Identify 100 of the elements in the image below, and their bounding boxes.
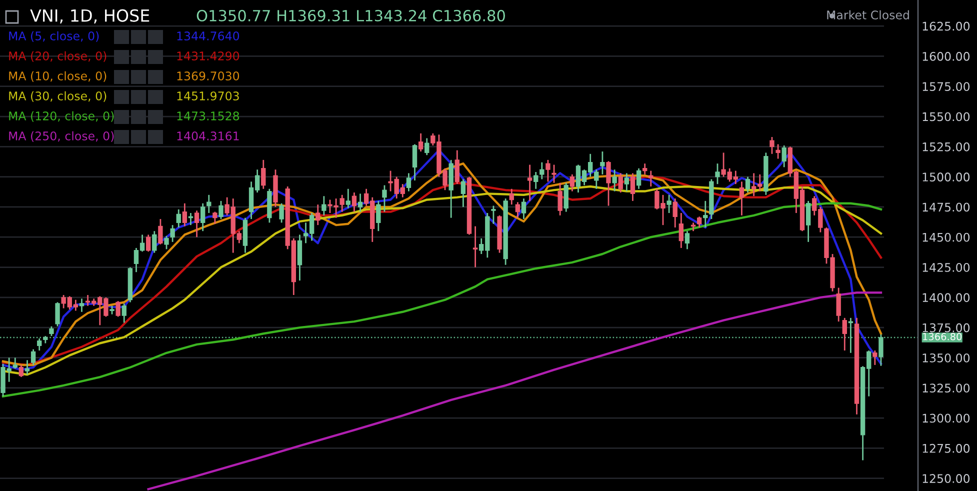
annotation: 1451.9703 [177, 91, 239, 100]
candlestick [672, 198, 678, 228]
candlestick [218, 200, 224, 220]
candlestick [848, 317, 854, 354]
y-tick-label: 1350.00 [922, 353, 970, 362]
candlestick [18, 364, 24, 378]
candlestick [346, 188, 350, 209]
text: MA (10, close, 0) [9, 71, 106, 82]
text: MA (20, close, 0) [9, 51, 106, 62]
candlestick [194, 210, 200, 238]
candlestick [678, 212, 684, 249]
candlestick [558, 182, 562, 216]
candlestick [684, 230, 690, 250]
y-tick-label: 1425.00 [922, 262, 970, 272]
candlestick [696, 216, 702, 228]
annotation: 1344.7640 [177, 31, 240, 40]
candlestick [460, 178, 466, 208]
y-tick-label: 1275.00 [922, 444, 970, 453]
candlestick [382, 184, 387, 212]
candlestick [745, 176, 750, 194]
candlestick [37, 338, 42, 352]
candlestick [534, 171, 538, 190]
candlestick [406, 172, 412, 192]
candlestick [648, 170, 654, 188]
y-tick-label: 1500.00 [922, 172, 970, 182]
candlestick [12, 357, 18, 370]
candlestick [630, 172, 636, 202]
candlestick [200, 202, 206, 232]
candlestick [116, 300, 120, 318]
candlestick [782, 144, 786, 168]
candlestick [618, 172, 623, 194]
candlestick [30, 348, 36, 366]
candlestick [152, 230, 157, 254]
candlestick [79, 298, 84, 313]
candlestick [540, 162, 544, 180]
candlestick [146, 234, 151, 252]
candlestick [836, 287, 841, 322]
candlestick [170, 224, 175, 243]
candlestick [600, 150, 605, 176]
annotation: 1431.4290 [177, 51, 240, 60]
candlestick [424, 138, 430, 156]
candlestick [521, 198, 526, 220]
candlestick [546, 159, 550, 182]
candlestick [515, 201, 520, 219]
candlestick [122, 302, 126, 324]
text: MA (250, close, 0) [9, 131, 114, 142]
y-tick-label: 1450.00 [922, 232, 970, 242]
candlestick [412, 144, 418, 182]
y-tick-label: 1600.00 [922, 52, 970, 61]
y-tick-label: 1300.00 [922, 414, 970, 423]
candlestick [454, 150, 460, 185]
candlestick [612, 168, 617, 192]
candlestick [570, 174, 575, 192]
candlestick [509, 188, 514, 206]
ref-line-label: 1366.80 [923, 332, 962, 340]
candlestick [527, 164, 532, 202]
candlestick [703, 200, 708, 228]
y-tick-label: 1525.00 [922, 142, 970, 152]
candlestick [164, 235, 169, 250]
candlestick [55, 302, 60, 328]
y-tick-label: 1475.00 [922, 202, 970, 212]
chart-title: VNI, 1D, HOSE [30, 9, 150, 24]
candlestick [376, 200, 381, 232]
candlestick [739, 180, 744, 216]
candlestick [279, 202, 284, 224]
y-tick-label: 1625.00 [922, 22, 970, 31]
annotation: 1404.3161 [177, 131, 239, 140]
candlestick [666, 194, 672, 214]
y-tick-label: 1400.00 [922, 293, 970, 302]
line-series [147, 291, 882, 490]
candlestick [206, 194, 212, 214]
text: MA (120, close, 0) [9, 111, 114, 122]
candlestick [418, 132, 424, 152]
candlestick [770, 136, 774, 155]
annotation: O1350.77 H1369.31 L1343.24 C1366.80 [196, 10, 505, 22]
annotation: 1473.1528 [177, 111, 240, 120]
candlestick [182, 202, 188, 227]
candlestick [261, 159, 266, 190]
candlestick [806, 200, 811, 243]
candlestick [322, 195, 326, 216]
candlestick [24, 359, 30, 376]
text: MA (5, close, 0) [9, 31, 99, 42]
text: MA (30, close, 0) [9, 91, 106, 102]
candlestick [158, 218, 163, 246]
candlestick [715, 162, 720, 185]
candlestick [340, 194, 344, 212]
candlestick [358, 193, 363, 212]
candlestick [316, 204, 320, 226]
y-tick-label: 1375.00 [922, 323, 970, 332]
candlestick [352, 192, 357, 212]
candlestick [472, 226, 478, 268]
candlestick [636, 168, 642, 190]
annotation: 1369.7030 [177, 71, 240, 80]
candlestick [878, 334, 884, 367]
y-tick-label: 1325.00 [922, 384, 970, 393]
y-tick-label: 1575.00 [922, 82, 970, 92]
candlestick [842, 317, 847, 352]
candlestick [776, 144, 780, 160]
y-tick-label: 1250.00 [922, 474, 970, 483]
candlestick [176, 208, 181, 228]
